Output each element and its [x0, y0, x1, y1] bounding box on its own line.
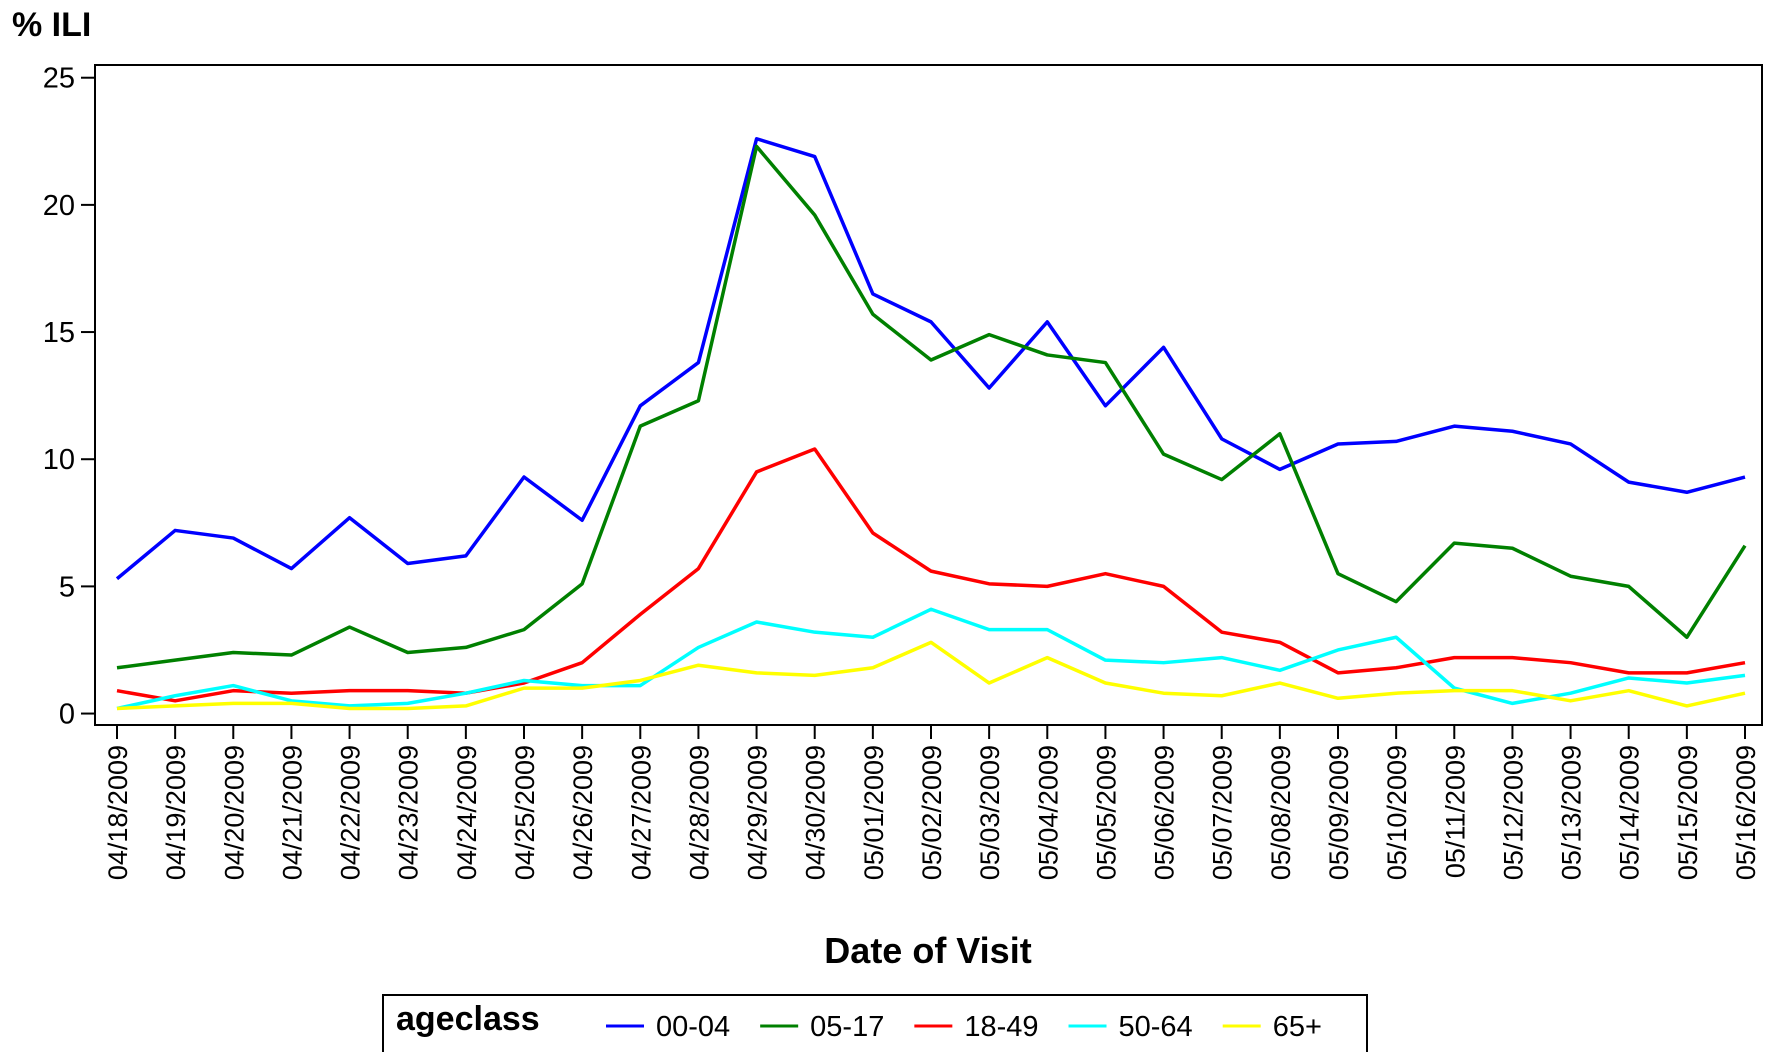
x-tick-label: 04/18/2009: [103, 745, 133, 880]
legend-title: ageclass: [396, 1000, 540, 1038]
x-tick-label: 05/13/2009: [1557, 745, 1587, 880]
x-tick-label: 05/14/2009: [1615, 745, 1645, 880]
line-series: [116, 447, 1746, 703]
x-tick-label: 04/29/2009: [743, 745, 773, 880]
legend-label: 65+: [1273, 1011, 1322, 1043]
x-tick-label: 05/05/2009: [1091, 745, 1121, 880]
x-tick-label: 05/03/2009: [975, 745, 1005, 880]
x-tick-label: 05/15/2009: [1673, 745, 1703, 880]
x-axis-title: Date of Visit: [824, 930, 1031, 971]
x-tick-label: 04/22/2009: [336, 745, 366, 880]
x-tick-label: 05/10/2009: [1382, 745, 1412, 880]
x-tick-label: 05/09/2009: [1324, 745, 1354, 880]
line-series: [115, 137, 1746, 581]
x-tick-label: 05/01/2009: [859, 745, 889, 880]
legend-label: 00-04: [656, 1011, 730, 1043]
x-tick-label: 05/07/2009: [1208, 745, 1238, 880]
chart-title: % ILI: [12, 6, 91, 44]
x-tick-label: 04/28/2009: [684, 745, 714, 880]
x-tick-label: 05/04/2009: [1033, 745, 1063, 880]
y-tick-label: 20: [43, 190, 75, 222]
x-tick-label: 05/12/2009: [1498, 745, 1528, 880]
x-tick-label: 04/21/2009: [277, 745, 307, 880]
x-tick-label: 04/20/2009: [219, 745, 249, 880]
y-tick-label: 25: [43, 63, 75, 95]
x-tick-label: 04/19/2009: [161, 745, 191, 880]
line-series: [116, 640, 1746, 711]
x-tick-label: 05/16/2009: [1731, 745, 1761, 880]
y-tick-label: 10: [43, 444, 75, 476]
legend-label: 50-64: [1119, 1011, 1193, 1043]
y-tick-label: 5: [59, 571, 75, 603]
x-tick-label: 04/25/2009: [510, 745, 540, 880]
x-tick-label: 05/08/2009: [1266, 745, 1296, 880]
y-tick-label: 15: [43, 317, 75, 349]
x-tick-label: 05/11/2009: [1440, 745, 1470, 878]
line-series: [116, 144, 1747, 670]
legend-label: 18-49: [964, 1011, 1038, 1043]
plot-frame: [94, 64, 1763, 726]
x-tick-label: 04/27/2009: [626, 745, 656, 880]
line-series: [116, 607, 1746, 711]
x-tick-label: 04/23/2009: [394, 745, 424, 880]
x-tick-label: 04/24/2009: [452, 745, 482, 880]
legend-label: 05-17: [810, 1011, 884, 1043]
x-tick-label: 04/30/2009: [801, 745, 831, 880]
y-tick-label: 0: [59, 699, 75, 731]
x-tick-label: 04/26/2009: [568, 745, 598, 880]
x-tick-label: 05/06/2009: [1150, 745, 1180, 880]
x-tick-label: 05/02/2009: [917, 745, 947, 880]
